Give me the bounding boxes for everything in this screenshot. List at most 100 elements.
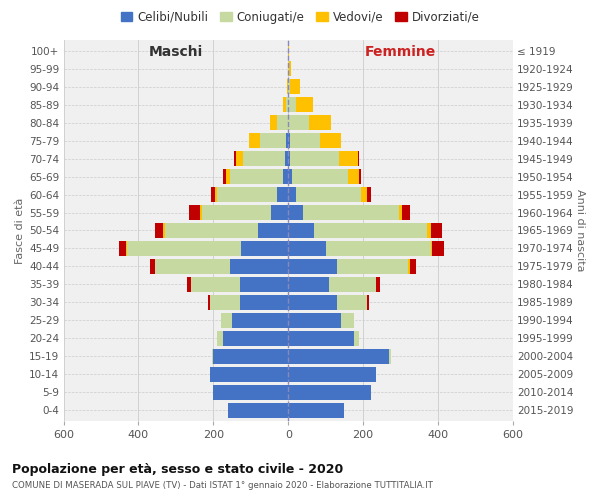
Bar: [212, 349, 214, 364]
Bar: [211, 187, 215, 202]
Bar: [215, 187, 217, 202]
Bar: [163, 223, 164, 238]
Bar: [277, 187, 288, 202]
Bar: [288, 349, 389, 364]
Bar: [223, 169, 226, 184]
Bar: [309, 116, 331, 130]
Bar: [288, 223, 314, 238]
Bar: [239, 295, 288, 310]
Bar: [217, 331, 223, 345]
Bar: [288, 241, 326, 256]
Bar: [283, 169, 288, 184]
Bar: [403, 205, 410, 220]
Text: Popolazione per età, sesso e stato civile - 2020: Popolazione per età, sesso e stato civil…: [12, 462, 343, 475]
Bar: [202, 205, 271, 220]
Bar: [249, 134, 260, 148]
Bar: [288, 205, 303, 220]
Bar: [431, 241, 433, 256]
Bar: [283, 98, 286, 112]
Bar: [286, 134, 288, 148]
Bar: [288, 62, 289, 76]
Bar: [358, 151, 359, 166]
Bar: [290, 151, 339, 166]
Bar: [150, 259, 155, 274]
Bar: [296, 187, 361, 202]
Bar: [126, 241, 127, 256]
Bar: [164, 223, 259, 238]
Bar: [288, 403, 344, 417]
Bar: [341, 313, 354, 328]
Legend: Celibi/Nubili, Coniugati/e, Vedovi/e, Divorziati/e: Celibi/Nubili, Coniugati/e, Vedovi/e, Di…: [116, 6, 484, 28]
Bar: [288, 277, 329, 292]
Bar: [408, 259, 410, 274]
Bar: [259, 223, 288, 238]
Bar: [221, 313, 232, 328]
Bar: [367, 295, 369, 310]
Bar: [431, 223, 442, 238]
Bar: [209, 295, 239, 310]
Bar: [208, 295, 209, 310]
Bar: [232, 313, 288, 328]
Bar: [236, 151, 244, 166]
Bar: [269, 116, 277, 130]
Bar: [287, 80, 288, 94]
Bar: [191, 277, 239, 292]
Bar: [288, 295, 337, 310]
Y-axis label: Anni di nascita: Anni di nascita: [575, 189, 585, 272]
Bar: [288, 116, 309, 130]
Bar: [234, 151, 236, 166]
Bar: [288, 313, 341, 328]
Bar: [214, 349, 288, 364]
Bar: [288, 169, 292, 184]
Bar: [127, 241, 241, 256]
Bar: [230, 169, 283, 184]
Bar: [326, 241, 431, 256]
Bar: [189, 205, 200, 220]
Bar: [244, 151, 284, 166]
Bar: [119, 241, 126, 256]
Text: COMUNE DI MASERADA SUL PIAVE (TV) - Dati ISTAT 1° gennaio 2020 - Elaborazione TU: COMUNE DI MASERADA SUL PIAVE (TV) - Dati…: [12, 481, 433, 490]
Bar: [229, 403, 288, 417]
Bar: [289, 62, 291, 76]
Bar: [427, 223, 431, 238]
Bar: [348, 169, 359, 184]
Bar: [292, 169, 348, 184]
Bar: [288, 187, 296, 202]
Bar: [410, 259, 416, 274]
Bar: [359, 169, 361, 184]
Bar: [271, 205, 288, 220]
Text: Femmine: Femmine: [365, 46, 436, 60]
Bar: [187, 277, 191, 292]
Bar: [284, 151, 288, 166]
Bar: [290, 80, 299, 94]
Bar: [290, 134, 320, 148]
Bar: [217, 187, 277, 202]
Bar: [288, 331, 354, 345]
Bar: [277, 116, 288, 130]
Bar: [241, 241, 288, 256]
Bar: [376, 277, 380, 292]
Bar: [367, 187, 371, 202]
Bar: [200, 205, 202, 220]
Bar: [286, 98, 288, 112]
Bar: [288, 367, 376, 382]
Bar: [288, 259, 337, 274]
Bar: [433, 241, 443, 256]
Bar: [209, 367, 288, 382]
Bar: [288, 385, 371, 400]
Bar: [337, 295, 367, 310]
Bar: [303, 205, 399, 220]
Bar: [337, 259, 408, 274]
Bar: [239, 277, 288, 292]
Bar: [214, 385, 288, 400]
Bar: [354, 331, 359, 345]
Bar: [399, 205, 403, 220]
Bar: [339, 151, 358, 166]
Bar: [320, 134, 341, 148]
Bar: [314, 223, 427, 238]
Text: Maschi: Maschi: [149, 46, 203, 60]
Bar: [288, 98, 296, 112]
Bar: [288, 80, 290, 94]
Y-axis label: Fasce di età: Fasce di età: [15, 198, 25, 264]
Bar: [389, 349, 391, 364]
